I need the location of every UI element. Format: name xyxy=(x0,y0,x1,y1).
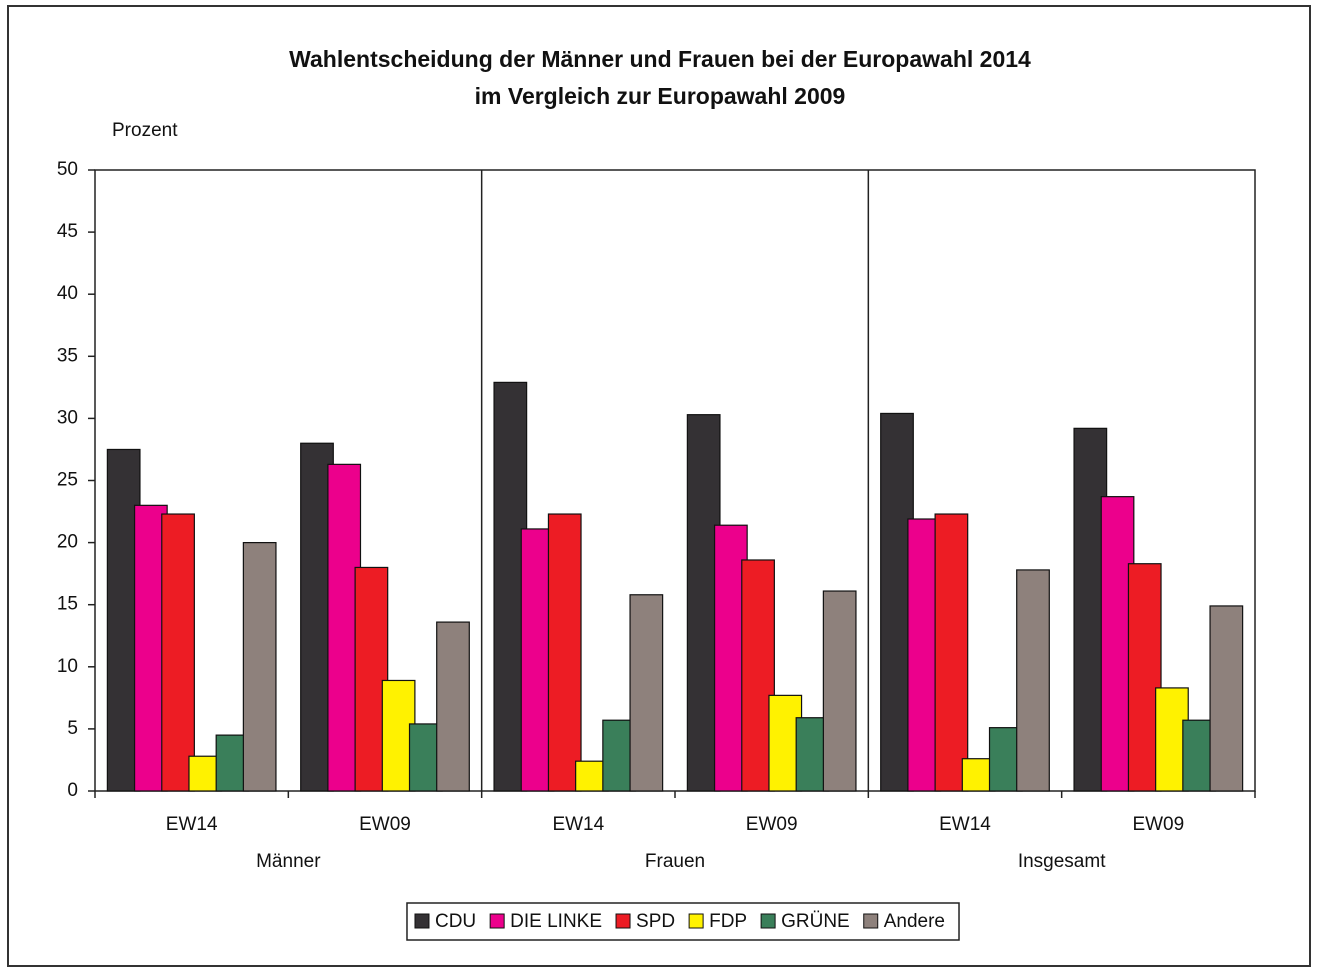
bar xyxy=(1209,605,1244,792)
legend-label: FDP xyxy=(709,911,747,932)
y-tick-label: 25 xyxy=(57,470,78,491)
y-tick-label: 50 xyxy=(57,159,78,180)
y-tick-label: 15 xyxy=(57,594,78,615)
legend-swatch xyxy=(414,913,430,929)
y-tick-label: 10 xyxy=(57,656,78,677)
bar xyxy=(161,513,195,792)
y-tick-label: 5 xyxy=(67,718,78,739)
y-tick-label: 45 xyxy=(57,221,78,242)
legend-label: SPD xyxy=(636,911,675,932)
legend-swatch xyxy=(760,913,776,929)
y-tick-label: 20 xyxy=(57,532,78,553)
x-tick-label: EW14 xyxy=(939,814,991,835)
group-label: Insgesamt xyxy=(1018,851,1106,872)
x-tick-label: EW14 xyxy=(552,814,604,835)
group-label: Frauen xyxy=(645,851,705,872)
bar xyxy=(934,513,969,792)
legend-swatch xyxy=(863,913,879,929)
bar xyxy=(629,594,664,792)
x-tick-label: EW09 xyxy=(746,814,798,835)
y-tick-label: 35 xyxy=(57,345,78,366)
legend-label: DIE LINKE xyxy=(510,911,602,932)
x-tick-label: EW09 xyxy=(359,814,411,835)
legend-label: Andere xyxy=(884,911,945,932)
group-label: Männer xyxy=(256,851,321,872)
chart-title: Wahlentscheidung der Männer und Frauen b… xyxy=(289,46,1031,72)
bar xyxy=(547,513,582,792)
legend-swatch xyxy=(615,913,631,929)
y-tick-label: 30 xyxy=(57,407,78,428)
legend-label: CDU xyxy=(435,911,476,932)
legend-swatch xyxy=(489,913,505,929)
legend-label: GRÜNE xyxy=(781,911,850,932)
x-tick-label: EW09 xyxy=(1132,814,1184,835)
bar xyxy=(242,541,277,792)
y-tick-label: 0 xyxy=(67,780,78,801)
bar xyxy=(822,590,857,792)
y-axis-label: Prozent xyxy=(112,120,178,141)
chart-title: im Vergleich zur Europawahl 2009 xyxy=(475,83,846,109)
y-tick-label: 40 xyxy=(57,283,78,304)
bar xyxy=(1016,569,1050,792)
bar xyxy=(436,621,470,792)
x-tick-label: EW14 xyxy=(166,814,218,835)
legend-swatch xyxy=(688,913,704,929)
